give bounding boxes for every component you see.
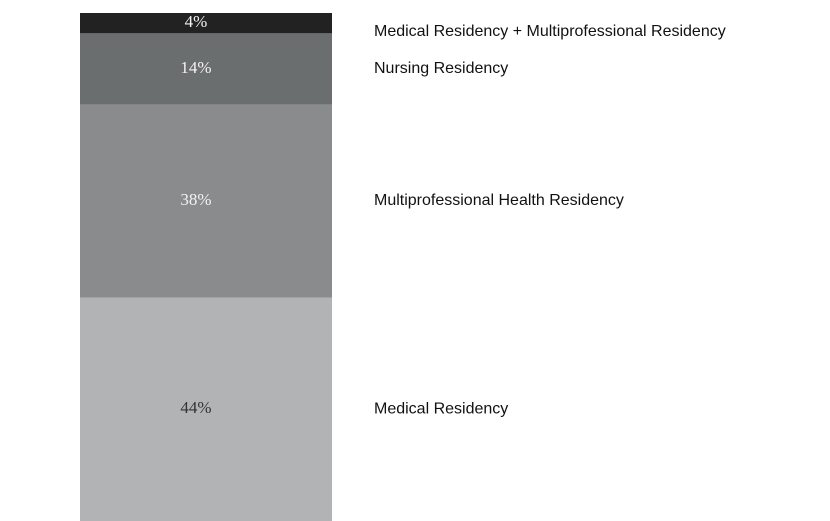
- bar-segment: [80, 13, 332, 34]
- value-label: 4%: [185, 12, 208, 31]
- value-label: 14%: [180, 58, 211, 77]
- legend-label: Medical Residency: [374, 400, 508, 417]
- bar-segment: [80, 33, 332, 105]
- legend-label: Nursing Residency: [374, 60, 508, 77]
- value-label: 44%: [180, 398, 211, 417]
- bar-segment: [80, 297, 332, 521]
- legend-label: Multiprofessional Health Residency: [374, 192, 624, 209]
- legend-label: Medical Residency + Multiprofessional Re…: [374, 23, 726, 40]
- value-label: 38%: [180, 190, 211, 209]
- bar-segment: [80, 104, 332, 298]
